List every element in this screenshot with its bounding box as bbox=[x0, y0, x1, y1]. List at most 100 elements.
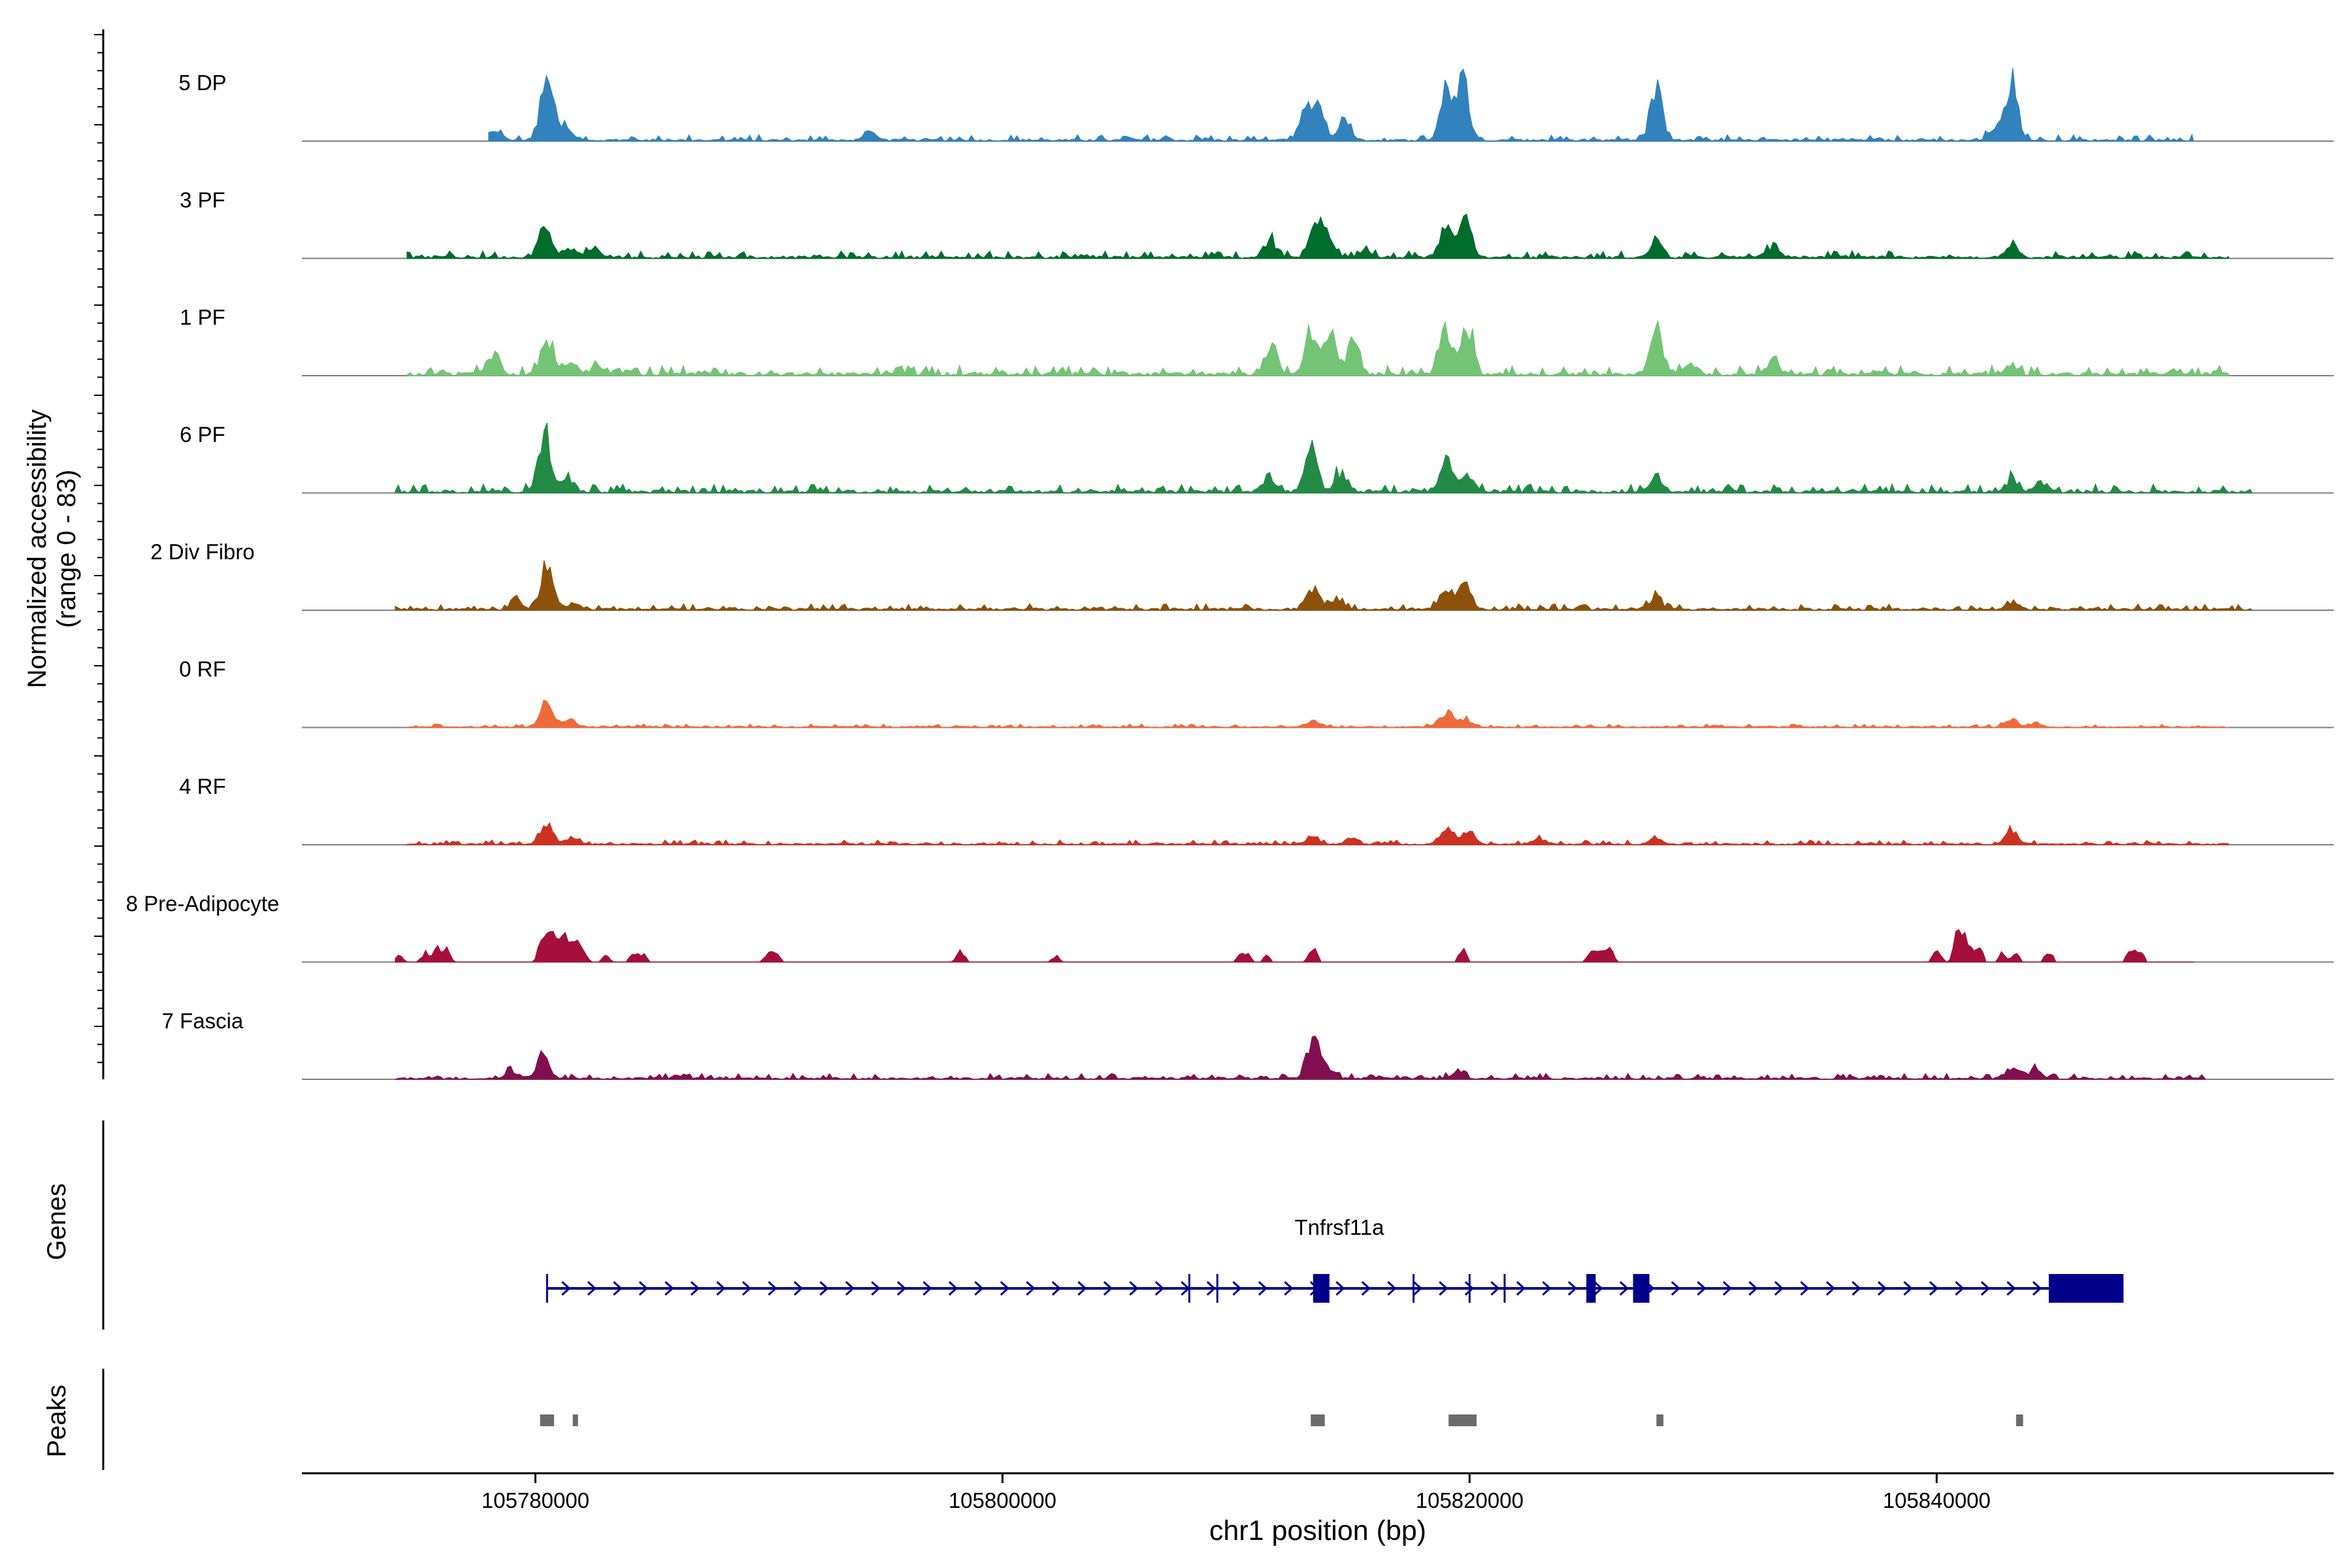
peak-region bbox=[1311, 1414, 1325, 1426]
gene-strand-arrow bbox=[1852, 1281, 1861, 1296]
gene-strand-arrow bbox=[1542, 1281, 1552, 1296]
gene-strand-arrow bbox=[1361, 1281, 1371, 1296]
track-label: 3 PF bbox=[180, 188, 225, 212]
gene-strand-arrow bbox=[664, 1281, 674, 1296]
gene-strand-arrow bbox=[1335, 1281, 1345, 1296]
track-1-pf: 1 PF bbox=[180, 305, 2334, 377]
gene-strand-arrow bbox=[1671, 1281, 1681, 1296]
track-label: 7 Fascia bbox=[162, 1009, 244, 1033]
gene-strand-arrow bbox=[1284, 1281, 1294, 1296]
x-axis: chr1 position (bp) 105780000 105800000 105… bbox=[302, 1472, 2334, 1546]
tracks-y-axis bbox=[94, 29, 105, 1079]
track-2-div-fibro: 2 Div Fibro bbox=[150, 540, 2334, 612]
gene-strand-arrow bbox=[1877, 1281, 1887, 1296]
gene-strand-arrow bbox=[819, 1281, 829, 1296]
gene-strand-arrow bbox=[1129, 1281, 1139, 1296]
gene-strand-arrow bbox=[923, 1281, 932, 1296]
gene-strand-arrow bbox=[1103, 1281, 1113, 1296]
track-coverage-area bbox=[406, 700, 2229, 728]
track-6-pf: 6 PF bbox=[180, 422, 2334, 494]
track-coverage-area bbox=[406, 319, 2229, 377]
track-coverage-area bbox=[395, 1036, 2206, 1080]
track-label: 6 PF bbox=[180, 423, 225, 447]
x-axis-label: chr1 position (bp) bbox=[1209, 1515, 1426, 1546]
track-8-pre-adipocyte: 8 Pre-Adipocyte bbox=[126, 892, 2334, 963]
gene-strand-arrow bbox=[1929, 1281, 1939, 1296]
gene-strand-arrow bbox=[793, 1281, 804, 1296]
gene-strand-arrow bbox=[1980, 1281, 1991, 1296]
gene-strand-arrow bbox=[1800, 1281, 1810, 1296]
gene-exon bbox=[1586, 1274, 1596, 1303]
gene-strand-arrow bbox=[1413, 1281, 1423, 1296]
coverage-tracks: 5 DP 3 PF 1 PF 6 PF 2 Div Fibro 0 RF 4 RF 8 Pre… bbox=[126, 68, 2334, 1080]
gene-strand-arrow bbox=[690, 1281, 700, 1296]
gene-strand-arrow bbox=[1387, 1281, 1397, 1296]
track-7-fascia: 7 Fascia bbox=[162, 1009, 2334, 1080]
peak-region bbox=[572, 1414, 578, 1426]
peaks-panel-label: Peaks bbox=[42, 1384, 71, 1457]
gene-strand-arrow bbox=[768, 1281, 777, 1296]
x-axis-tick-label: 105800000 bbox=[949, 1488, 1056, 1512]
x-axis-tick-label: 105840000 bbox=[1883, 1488, 1991, 1512]
track-coverage-area bbox=[406, 213, 2229, 259]
gene-strand-arrow bbox=[561, 1281, 571, 1296]
gene-name-label: Tnfrsf11a bbox=[1295, 1215, 1385, 1239]
track-coverage-area bbox=[395, 422, 2253, 494]
peak-region bbox=[1656, 1414, 1664, 1426]
gene-strand-arrow bbox=[1077, 1281, 1087, 1296]
genes-panel-label: Genes bbox=[42, 1183, 71, 1260]
gene-exon bbox=[1313, 1274, 1330, 1303]
track-coverage-area bbox=[406, 822, 2229, 845]
gene-strand-arrow bbox=[742, 1281, 752, 1296]
gene-strand-arrow bbox=[716, 1281, 726, 1296]
x-axis-tick-label: 105780000 bbox=[482, 1488, 589, 1512]
gene-strand-arrow bbox=[1258, 1281, 1268, 1296]
gene-strand-arrow bbox=[1516, 1281, 1526, 1296]
gene-strand-arrow bbox=[1206, 1281, 1217, 1296]
track-4-rf: 4 RF bbox=[179, 774, 2334, 845]
gene-strand-arrow bbox=[896, 1281, 907, 1296]
peaks-panel: Peaks bbox=[42, 1369, 2023, 1470]
track-label: 0 RF bbox=[179, 657, 226, 681]
peak-region bbox=[1448, 1414, 1477, 1426]
gene-strand-arrow bbox=[1464, 1281, 1475, 1296]
y-axis-label: Normalized accessibility (range 0 - 83) bbox=[23, 410, 81, 689]
x-axis-tick-label: 105820000 bbox=[1416, 1488, 1524, 1512]
track-coverage-area bbox=[395, 929, 2194, 963]
gene-strand-arrow bbox=[1748, 1281, 1758, 1296]
gene-strand-arrow bbox=[1593, 1281, 1603, 1296]
track-coverage-area bbox=[395, 560, 2253, 612]
gene-strand-arrow bbox=[1697, 1281, 1707, 1296]
track-label: 8 Pre-Adipocyte bbox=[126, 892, 280, 916]
gene-strand-arrow bbox=[1232, 1281, 1242, 1296]
gene-strand-arrow bbox=[587, 1281, 597, 1296]
gene-strand-arrow bbox=[1774, 1281, 1784, 1296]
track-label: 4 RF bbox=[179, 774, 226, 798]
track-label: 2 Div Fibro bbox=[150, 540, 255, 564]
gene-strand-arrow bbox=[1490, 1281, 1500, 1296]
track-label: 1 PF bbox=[180, 305, 225, 329]
y-axis-label-line1: Normalized accessibility bbox=[23, 410, 52, 689]
gene-strand-arrow bbox=[638, 1281, 649, 1296]
genes-panel: Genes Tnfrsf11a bbox=[42, 1120, 2124, 1330]
gene-strand-arrow bbox=[1439, 1281, 1448, 1296]
gene-strand-arrow bbox=[974, 1281, 984, 1296]
track-5-dp: 5 DP bbox=[178, 68, 2334, 142]
y-axis-label-line2: (range 0 - 83) bbox=[52, 470, 81, 628]
gene-strand-arrow bbox=[948, 1281, 958, 1296]
gene-strand-arrow bbox=[1051, 1281, 1062, 1296]
track-label: 5 DP bbox=[178, 71, 226, 95]
gene-strand-arrow bbox=[1026, 1281, 1036, 1296]
gene-strand-arrow bbox=[1903, 1281, 1913, 1296]
gene-strand-arrow bbox=[2032, 1281, 2042, 1296]
gene-strand-arrow bbox=[845, 1281, 855, 1296]
gene-strand-arrow bbox=[1825, 1281, 1836, 1296]
gene-strand-arrow bbox=[1000, 1281, 1010, 1296]
gene-strand-arrow bbox=[1722, 1281, 1733, 1296]
gene-strand-arrow bbox=[2006, 1281, 2016, 1296]
gene-exon bbox=[2048, 1274, 2124, 1303]
peak-region bbox=[540, 1414, 555, 1426]
track-0-rf: 0 RF bbox=[179, 657, 2334, 728]
gene-strand-arrow bbox=[1567, 1281, 1578, 1296]
